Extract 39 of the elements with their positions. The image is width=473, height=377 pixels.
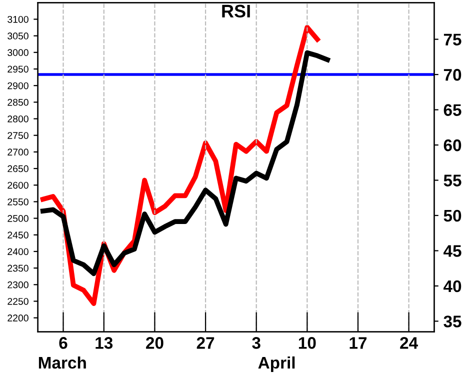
- y2-tick-label: 60: [444, 139, 462, 152]
- y-tick-label: 2250: [8, 298, 28, 305]
- y2-tick-label: 35: [444, 316, 462, 328]
- text: April: [258, 356, 295, 372]
- y-tick-label: 2450: [8, 232, 28, 238]
- y-tick-label: 2800: [8, 115, 28, 122]
- x-tick-label: 20: [146, 337, 164, 349]
- chart-title: RSI: [222, 4, 250, 18]
- y-tick-label: 3000: [8, 49, 28, 56]
- y2-tick-label: 50: [444, 210, 462, 222]
- y2-tick-label: 65: [444, 104, 462, 116]
- y-tick-label: 2300: [8, 281, 28, 288]
- x-tick-label: 17: [350, 337, 367, 349]
- y2-tick-label: 45: [443, 245, 462, 257]
- y2-tick-label: 40: [443, 280, 462, 292]
- x-tick-label: 3: [252, 337, 260, 349]
- x-tick-label: 10: [298, 337, 316, 349]
- y-tick-label: 2950: [8, 66, 28, 73]
- y-tick-label: 2700: [8, 148, 28, 156]
- y-tick-label: 2600: [8, 182, 28, 189]
- y-tick-label: 2850: [8, 98, 28, 106]
- y-tick-label: 2500: [8, 215, 28, 222]
- x-tick-label: 13: [96, 337, 113, 349]
- x-tick-label: 27: [196, 337, 214, 349]
- y-tick-label: 3050: [8, 32, 28, 40]
- y2-tick-label: 75: [444, 34, 462, 46]
- y-tick-label: 2200: [8, 314, 28, 322]
- y-tick-label: 2550: [8, 198, 28, 206]
- y-tick-label: 2750: [8, 132, 28, 139]
- y-tick-label: 2900: [8, 82, 28, 90]
- y-tick-label: 3100: [8, 16, 28, 23]
- x-tick-label: 24: [400, 337, 418, 349]
- y2-tick-label: 70: [444, 68, 462, 81]
- y2-tick-label: 55: [444, 174, 462, 186]
- y-tick-label: 2400: [8, 248, 28, 256]
- y-tick-label: 2350: [8, 264, 28, 272]
- y-tick-label: 2650: [8, 165, 28, 172]
- text: March: [38, 356, 86, 369]
- x-tick-label: 6: [59, 337, 68, 349]
